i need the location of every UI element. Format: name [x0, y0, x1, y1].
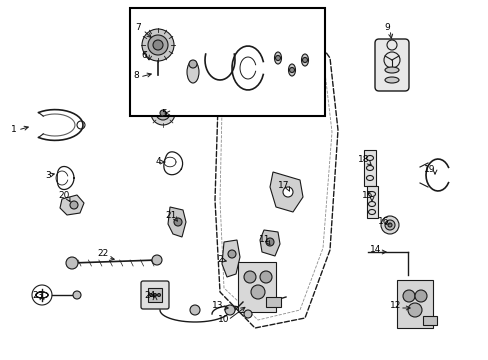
Polygon shape — [140, 48, 156, 68]
Circle shape — [174, 218, 182, 226]
Circle shape — [244, 271, 256, 283]
Circle shape — [227, 250, 236, 258]
Text: 3: 3 — [45, 171, 51, 180]
Text: 18: 18 — [358, 156, 369, 165]
Circle shape — [407, 303, 421, 317]
Circle shape — [160, 110, 165, 116]
Circle shape — [142, 29, 174, 61]
Circle shape — [414, 290, 426, 302]
Circle shape — [387, 223, 391, 227]
Bar — [363, 150, 375, 186]
Text: 14: 14 — [369, 246, 381, 255]
Circle shape — [70, 201, 78, 209]
Polygon shape — [60, 195, 84, 215]
Text: 15: 15 — [362, 192, 373, 201]
Text: 11: 11 — [259, 235, 270, 244]
Circle shape — [380, 216, 398, 234]
Text: 10: 10 — [218, 315, 229, 324]
Ellipse shape — [301, 54, 308, 66]
FancyBboxPatch shape — [141, 281, 169, 309]
Circle shape — [224, 305, 235, 315]
Text: 1: 1 — [11, 126, 17, 135]
Ellipse shape — [274, 52, 281, 64]
Text: 20: 20 — [58, 192, 70, 201]
Text: 8: 8 — [133, 71, 139, 80]
Ellipse shape — [186, 61, 199, 83]
Bar — [238, 262, 275, 312]
Circle shape — [265, 238, 273, 246]
Circle shape — [148, 35, 168, 55]
Text: 5: 5 — [161, 108, 166, 117]
Circle shape — [402, 290, 414, 302]
Text: 6: 6 — [141, 51, 146, 60]
Circle shape — [66, 257, 78, 269]
Polygon shape — [269, 172, 303, 212]
Circle shape — [73, 291, 81, 299]
Text: 4: 4 — [155, 158, 161, 166]
Ellipse shape — [189, 60, 197, 68]
Text: 12: 12 — [389, 301, 401, 310]
Circle shape — [149, 293, 152, 297]
Circle shape — [302, 58, 307, 63]
Bar — [422, 316, 436, 325]
Polygon shape — [168, 207, 185, 237]
Circle shape — [384, 220, 394, 230]
Text: 21: 21 — [165, 211, 176, 220]
Text: 23: 23 — [32, 292, 43, 301]
Text: 22: 22 — [97, 249, 108, 258]
Text: 13: 13 — [212, 302, 224, 310]
Circle shape — [244, 310, 251, 318]
Circle shape — [289, 68, 294, 72]
Polygon shape — [260, 230, 280, 256]
Circle shape — [260, 271, 271, 283]
FancyBboxPatch shape — [374, 39, 408, 91]
Ellipse shape — [384, 77, 398, 83]
Text: 2: 2 — [217, 256, 223, 265]
Circle shape — [151, 101, 175, 125]
Text: 16: 16 — [378, 216, 389, 225]
Bar — [148, 288, 162, 302]
Circle shape — [283, 187, 292, 197]
Bar — [265, 297, 281, 307]
Circle shape — [153, 293, 156, 297]
Polygon shape — [222, 240, 240, 277]
Ellipse shape — [288, 64, 295, 76]
Text: 17: 17 — [278, 180, 289, 189]
Circle shape — [250, 285, 264, 299]
Circle shape — [275, 55, 280, 60]
Text: 24: 24 — [144, 292, 155, 301]
Ellipse shape — [384, 67, 398, 73]
Bar — [396, 280, 432, 328]
Circle shape — [153, 40, 163, 50]
Bar — [366, 186, 377, 218]
Text: 7: 7 — [135, 23, 141, 32]
Circle shape — [152, 255, 162, 265]
Circle shape — [156, 106, 170, 120]
Text: 9: 9 — [384, 23, 389, 32]
Text: 19: 19 — [424, 166, 435, 175]
Bar — [130, 8, 325, 116]
Circle shape — [190, 305, 200, 315]
Circle shape — [157, 293, 160, 297]
